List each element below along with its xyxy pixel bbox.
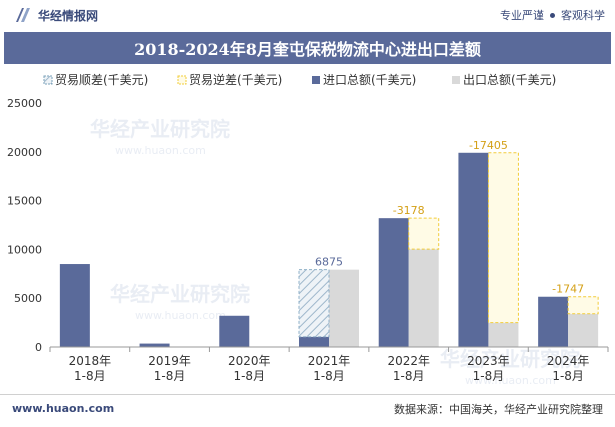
export-bar: [568, 313, 599, 347]
footer-website: www.huaon.com: [12, 402, 115, 415]
x-tick-label: 2024年 1-8月: [547, 354, 590, 383]
watermark-text: 华经产业研究院: [110, 282, 250, 306]
watermark-url: www.huaon.com: [135, 309, 226, 322]
legend-label-surplus: 贸易顺差(千美元): [55, 73, 148, 87]
x-tick-label: 2019年 1-8月: [148, 354, 191, 383]
import-bar: [219, 315, 250, 347]
brand-name: 华经情报网: [38, 8, 99, 23]
top-bar: 华经情报网 专业严谨 客观科学: [0, 0, 615, 30]
y-tick-label: 5000: [14, 292, 42, 305]
import-bar: [139, 343, 170, 347]
balance-data-label: 6875: [315, 256, 343, 269]
balance-data-label: -3178: [393, 204, 425, 217]
balance-data-label: -17405: [469, 139, 508, 152]
footer: www.huaon.com 数据来源：中国海关，华经产业研究院整理: [0, 394, 615, 422]
y-tick-label: 15000: [7, 195, 42, 208]
x-tick-label: 2021年 1-8月: [308, 354, 351, 383]
y-tick-label: 10000: [7, 243, 42, 256]
legend-label-export: 出口总额(千美元): [463, 73, 556, 87]
export-bar: [329, 269, 359, 347]
x-tick-label: 2020年 1-8月: [228, 354, 271, 383]
slogan-tag-1: 专业严谨: [500, 9, 544, 22]
legend-label-import: 进口总额(千美元): [323, 73, 416, 87]
footer-source: 数据来源：中国海关，华经产业研究院整理: [394, 402, 603, 416]
watermarks: 华经产业研究院 www.huaon.com 华经产业研究院 www.huaon.com…: [90, 117, 580, 387]
x-tick-label: 2022年 1-8月: [387, 354, 430, 383]
legend-swatch-export: [452, 76, 460, 84]
y-tick-label: 20000: [7, 146, 42, 159]
import-bar: [59, 264, 90, 347]
y-tick-label: 0: [35, 341, 42, 354]
slogan: 专业严谨 客观科学: [500, 7, 605, 23]
deficit-bar: [487, 152, 519, 324]
legend-swatch-import: [312, 76, 320, 84]
legend-swatch-surplus: [43, 75, 53, 85]
x-tick-label: 2023年 1-8月: [467, 354, 510, 383]
bullet-icon: [550, 12, 555, 18]
import-bar: [458, 152, 489, 347]
slogan-tag-2: 客观科学: [561, 9, 605, 22]
legend: 贸易顺差(千美元) 贸易逆差(千美元) 进口总额(千美元) 出口总额(千美元): [43, 72, 556, 87]
chart-title: 2018-2024年8月奎屯保税物流中心进出口差额: [134, 40, 481, 59]
watermark-text: 华经产业研究院: [90, 117, 230, 141]
y-tick-label: 25000: [7, 97, 42, 110]
title-bar: 2018-2024年8月奎屯保税物流中心进出口差额: [4, 32, 611, 64]
watermark-url: www.huaon.com: [115, 144, 206, 157]
export-bar: [488, 322, 519, 347]
y-axis: 0 5000 10000 15000 20000 25000: [7, 97, 42, 354]
import-bar: [538, 296, 569, 347]
export-bar: [408, 249, 439, 347]
bars: 6875 -3178 -17405 -1747: [59, 139, 599, 347]
deficit-bar: [408, 217, 440, 250]
chart: 华经产业研究院 www.huaon.com 华经产业研究院 www.huaon.com…: [7, 72, 609, 387]
x-axis: 2018年 1-8月 2019年 1-8月 2020年 1-8月 2021年 1-8月 2022…: [49, 346, 609, 383]
watermark-url: www.huaon.com: [465, 374, 556, 387]
legend-label-deficit: 贸易逆差(千美元): [189, 72, 282, 87]
watermark-text: 华经产业研究院: [440, 347, 580, 371]
huajing-logo-icon: [16, 8, 30, 22]
brand: 华经情报网: [14, 6, 98, 24]
legend-swatch-deficit: [177, 75, 187, 85]
import-bar: [378, 218, 409, 347]
deficit-bar: [567, 296, 599, 315]
x-tick-label: 2018年 1-8月: [69, 354, 112, 383]
surplus-bar: [298, 269, 330, 338]
import-bar: [299, 336, 329, 347]
balance-data-label: -1747: [552, 283, 584, 296]
